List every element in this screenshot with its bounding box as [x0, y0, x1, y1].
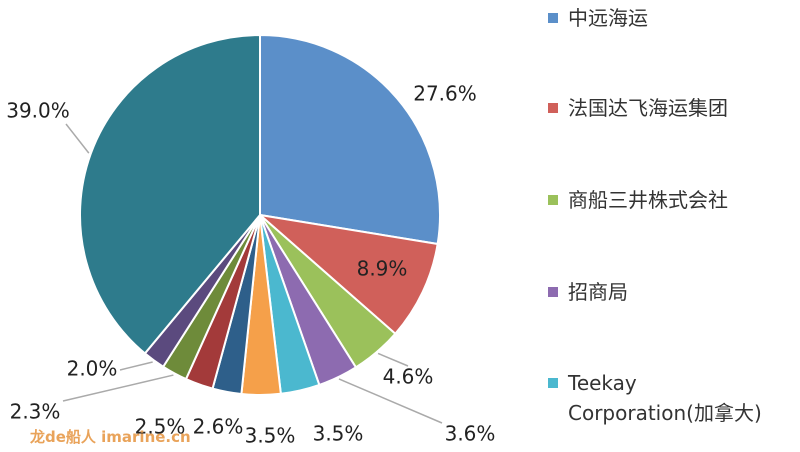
data-label: 3.5% — [313, 422, 364, 446]
leader-line — [65, 123, 90, 154]
legend-item: 法国达飞海运集团 — [548, 93, 776, 123]
data-label: 2.3% — [10, 400, 61, 424]
pie-slice — [79, 33, 261, 355]
leader-line — [338, 378, 443, 424]
leader-line — [62, 374, 174, 402]
legend-swatch — [548, 378, 558, 388]
legend-label: 法国达飞海运集团 — [568, 96, 728, 120]
pie-slice — [259, 33, 441, 246]
legend-item: 商船三井株式会社 — [548, 185, 776, 215]
data-label: 39.0% — [6, 99, 70, 123]
legend-label: 中远海运 — [568, 6, 648, 30]
legend-label: 招商局 — [568, 280, 628, 304]
data-label: 2.5% — [135, 415, 186, 439]
legend-swatch — [548, 103, 558, 113]
data-label: 4.6% — [383, 365, 434, 389]
data-label: 2.6% — [193, 415, 244, 439]
legend-item: 中远海运 — [548, 3, 776, 33]
data-label: 3.6% — [445, 422, 496, 446]
leader-line — [119, 361, 153, 371]
legend-label: Teekay Corporation(加拿大) — [568, 371, 762, 425]
watermark: 龙de船人 imarine.cn — [30, 428, 191, 446]
legend-item: 招商局 — [548, 277, 776, 307]
data-label: 3.5% — [245, 424, 296, 448]
legend-label: 商船三井株式会社 — [568, 188, 728, 212]
legend-swatch — [548, 287, 558, 297]
legend-item: Teekay Corporation(加拿大) — [548, 368, 776, 428]
pie-slice — [256, 213, 439, 336]
leader-line — [377, 352, 409, 367]
legend-swatch — [548, 195, 558, 205]
legend-swatch — [548, 13, 558, 23]
data-label: 27.6% — [413, 82, 477, 106]
data-label: 8.9% — [357, 257, 408, 281]
data-label: 2.0% — [67, 357, 118, 381]
